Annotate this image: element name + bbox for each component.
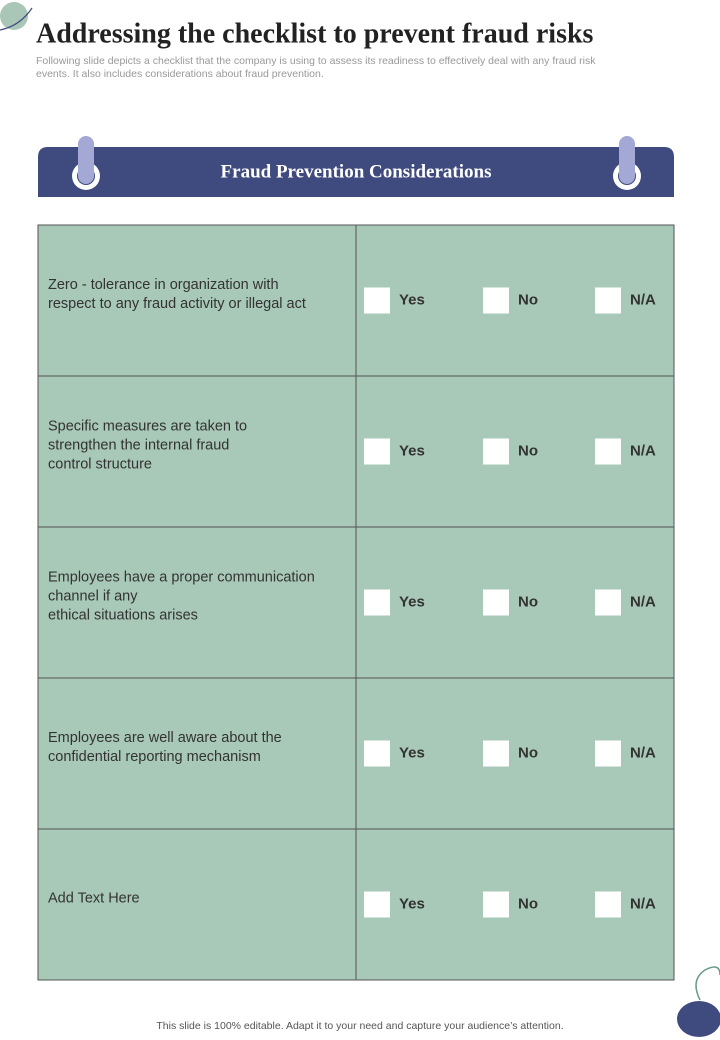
card-header — [38, 147, 674, 197]
row-text: Employees are well aware about the — [48, 730, 282, 746]
row-text: Add Text Here — [48, 890, 140, 906]
checkbox[interactable] — [364, 740, 390, 767]
checkbox[interactable] — [364, 438, 390, 465]
row-label-cell — [37, 224, 357, 377]
option-label: No — [518, 744, 538, 761]
card-title: Fraud Prevention Considerations — [221, 161, 492, 182]
row-text: confidential reporting mechanism — [48, 749, 261, 765]
option-label: Yes — [399, 744, 425, 761]
checkbox[interactable] — [483, 740, 509, 767]
option-label: N/A — [630, 895, 656, 912]
option-label: No — [518, 593, 538, 610]
checklist-table: Zero - tolerance in organization with res… — [37, 224, 675, 981]
row-text: strengthen the internal fraud — [48, 437, 229, 453]
footer-note: This slide is 100% editable. Adapt it to… — [156, 1020, 563, 1032]
checkbox[interactable] — [364, 589, 390, 616]
option-label: No — [518, 895, 538, 912]
row-text: channel if any — [48, 588, 138, 604]
checkbox[interactable] — [595, 589, 621, 616]
checkbox[interactable] — [364, 891, 390, 918]
row-text: Employees have a proper communication — [48, 569, 315, 585]
row-text: ethical situations arises — [48, 607, 198, 623]
option-label: No — [518, 442, 538, 459]
title: Addressing the checklist to prevent frau… — [36, 18, 594, 49]
checkbox[interactable] — [483, 589, 509, 616]
option-label: No — [518, 291, 538, 308]
checkbox[interactable] — [483, 891, 509, 918]
option-label: Yes — [399, 895, 425, 912]
checkbox[interactable] — [595, 287, 621, 314]
subtitle: Following slide depicts a checklist that… — [36, 55, 596, 67]
option-label: Yes — [399, 442, 425, 459]
binder-ring — [72, 136, 641, 190]
option-label: N/A — [630, 744, 656, 761]
option-label: Yes — [399, 291, 425, 308]
checkbox[interactable] — [595, 438, 621, 465]
option-label: Yes — [399, 593, 425, 610]
row-text: Specific measures are taken to — [48, 418, 247, 434]
row-label-cell — [37, 828, 357, 981]
subtitle: events. It also includes considerations … — [36, 68, 324, 80]
checkbox[interactable] — [483, 287, 509, 314]
row-label-cell — [37, 677, 357, 830]
row-label-cell — [37, 375, 357, 528]
row-text: Zero - tolerance in organization with — [48, 277, 279, 293]
checkbox[interactable] — [483, 438, 509, 465]
row-text: respect to any fraud activity or illegal… — [48, 296, 306, 312]
option-label: N/A — [630, 291, 656, 308]
checkbox[interactable] — [595, 891, 621, 918]
checkbox[interactable] — [595, 740, 621, 767]
option-label: N/A — [630, 442, 656, 459]
row-text: control structure — [48, 456, 152, 472]
option-label: N/A — [630, 593, 656, 610]
checkbox[interactable] — [364, 287, 390, 314]
